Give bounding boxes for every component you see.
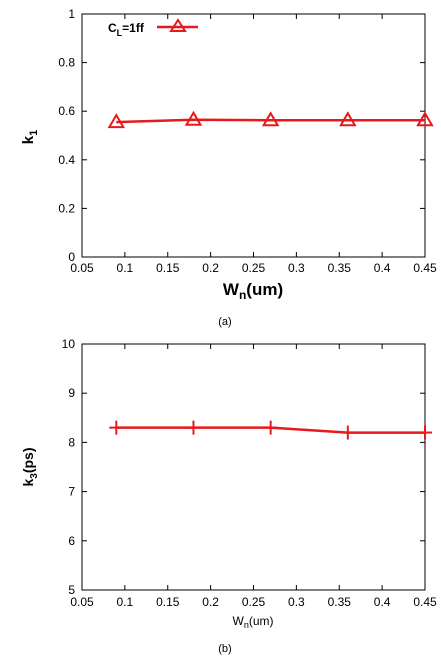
chart-a-ytick-label: 0.6: [58, 104, 75, 118]
chart-a: 0.05 0.1 0.15 0.2 0.25 0.3 0.35 0.4 0.45 0 0.2 0.4 0…: [20, 7, 437, 328]
chart-b-xtick-label: 0.35: [328, 595, 352, 609]
chart-a-ylabel-main: k: [20, 135, 37, 144]
chart-a-ytick-label: 1: [68, 7, 75, 21]
chart-a-legend-label: CL=1ff: [108, 21, 145, 38]
chart-b-ticks: 0.05 0.1 0.15 0.2 0.25 0.3 0.35 0.4 0.45 5 6 7 8 9 10: [62, 337, 437, 609]
chart-b-ytick-label: 6: [68, 534, 75, 548]
chart-b-ylabel: k3(ps): [20, 447, 40, 486]
chart-b-ytick-label: 5: [68, 583, 75, 597]
chart-b-plot-frame: [81, 343, 426, 591]
chart-a-xlabel-tail: (um): [246, 280, 283, 299]
chart-a-legend-sub: L: [117, 28, 123, 38]
chart-b-ylabel-main: k: [20, 479, 36, 487]
chart-a-xtick-label: 0.35: [328, 261, 352, 275]
chart-a-ytick-label: 0.4: [58, 153, 75, 167]
chart-b-ylabel-tail: (ps): [20, 447, 36, 473]
chart-b-xtick-label: 0.15: [156, 595, 180, 609]
chart-b-ylabel-sub: 3: [29, 473, 40, 479]
chart-b-point: [109, 420, 124, 435]
chart-a-ytick-label: 0.2: [58, 201, 75, 215]
chart-b-ytick-label: 9: [68, 386, 75, 400]
chart-b-ytick-label: 10: [62, 337, 76, 351]
chart-a-legend-marker: [169, 18, 187, 32]
chart-a-xtick-label: 0.2: [202, 261, 219, 275]
chart-b-xtick-label: 0.3: [288, 595, 305, 609]
chart-a-legend: CL=1ff: [108, 18, 198, 38]
chart-b-ytick-label: 7: [68, 485, 75, 499]
chart-a-point: [416, 111, 434, 127]
chart-b-xlabel: Wn(um): [232, 614, 273, 630]
chart-a-ytick-label: 0.8: [58, 56, 75, 70]
chart-a-point: [107, 113, 126, 129]
chart-b-xtick-label: 0.2: [202, 595, 219, 609]
chart-a-xlabel-sub: n: [239, 288, 246, 302]
chart-b-xlabel-sub: n: [244, 620, 249, 630]
chart-a-point: [261, 111, 280, 127]
chart-a-legend-tail: =1ff: [122, 21, 145, 35]
chart-a-xtick-label: 0.25: [242, 261, 266, 275]
chart-a-xlabel: Wn(um): [223, 280, 283, 302]
chart-a-xtick-label: 0.15: [156, 261, 180, 275]
chart-a-xlabel-main: W: [223, 280, 240, 299]
chart-a-ticks: 0.05 0.1 0.15 0.2 0.25 0.3 0.35 0.4 0.45 0 0.2 0.4 0…: [58, 7, 437, 275]
chart-b-xlabel-tail: (um): [249, 614, 274, 628]
chart-b-series: [109, 420, 432, 440]
chart-b-xtick-label: 0.25: [242, 595, 266, 609]
chart-b-point: [263, 420, 278, 435]
chart-a-xtick-label: 0.1: [117, 261, 134, 275]
chart-a-ylabel: k1: [20, 130, 40, 144]
chart-b-caption: (b): [218, 643, 231, 655]
chart-a-xtick-label: 0.3: [288, 261, 305, 275]
chart-a-series: [107, 110, 434, 129]
chart-b-point: [418, 425, 432, 440]
chart-a-point: [339, 111, 357, 127]
chart-b-xlabel-main: W: [232, 614, 244, 628]
chart-a-series-line: [116, 118, 425, 124]
chart-b-point: [186, 420, 201, 435]
chart-a-xtick-label: 0.4: [374, 261, 391, 275]
chart-a-xtick-label: 0.45: [413, 261, 437, 275]
chart-a-ylabel-sub: 1: [28, 130, 40, 136]
chart-b-xtick-label: 0.4: [374, 595, 391, 609]
chart-a-plot-frame: [81, 13, 426, 258]
chart-a-ytick-label: 0: [68, 250, 75, 264]
chart-a-legend-main: C: [108, 21, 117, 35]
chart-b-xtick-label: 0.05: [70, 595, 94, 609]
chart-b-point: [340, 425, 355, 440]
chart-b-xtick-label: 0.45: [413, 595, 437, 609]
chart-b-ytick-label: 8: [68, 435, 75, 449]
chart-b-xtick-label: 0.1: [117, 595, 134, 609]
chart-b: 0.05 0.1 0.15 0.2 0.25 0.3 0.35 0.4 0.455678910 …: [20, 337, 437, 655]
chart-a-caption: (a): [218, 316, 231, 328]
chart-a-xtick-label: 0.05: [70, 261, 94, 275]
chart-a-point: [184, 110, 203, 126]
